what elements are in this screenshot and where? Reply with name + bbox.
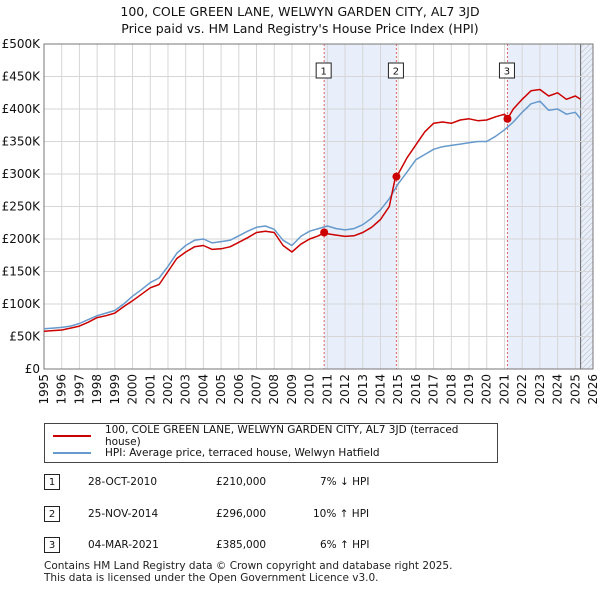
transaction-point	[320, 228, 329, 237]
y-tick-label: £250K	[2, 200, 42, 214]
transaction-number: 1	[44, 474, 60, 490]
x-tick-label: 2006	[232, 374, 246, 405]
transaction-number-label: 3	[504, 67, 510, 78]
x-tick-label: 2012	[338, 374, 352, 405]
x-tick-label: 2017	[427, 374, 441, 405]
legend-swatch-hpi	[53, 452, 91, 454]
x-tick-label: 1996	[55, 374, 69, 405]
x-tick-label: 2007	[250, 374, 264, 405]
y-tick-label: £200K	[2, 232, 42, 246]
transaction-number: 3	[44, 537, 60, 553]
footer-copyright: Contains HM Land Registry data © Crown c…	[44, 560, 453, 572]
transaction-hpi-diff: 6% ↑ HPI	[320, 539, 370, 551]
chart-subtitle: Price paid vs. HM Land Registry's House …	[121, 21, 479, 36]
x-tick-label: 2023	[533, 374, 547, 405]
x-tick-label: 2011	[320, 374, 334, 405]
transaction-price: £210,000	[216, 476, 267, 488]
legend-item-property: 100, COLE GREEN LANE, WELWYN GARDEN CITY…	[53, 424, 497, 448]
transaction-price: £385,000	[216, 539, 267, 551]
x-tick-label: 2021	[497, 374, 511, 405]
x-tick-label: 2014	[373, 374, 387, 405]
transaction-number: 2	[44, 506, 60, 522]
x-tick-label: 2015	[391, 374, 405, 405]
plot-border	[43, 43, 594, 370]
x-tick-label: 2018	[444, 374, 458, 405]
price-chart: £0 £50K £100K £150K £200K £250K £300K £350K £400…	[2, 37, 600, 405]
footer: Contains HM Land Registry data © Crown c…	[44, 560, 452, 584]
transaction-date: 04-MAR-2021	[88, 539, 159, 551]
x-tick-label: 2010	[303, 374, 317, 405]
transaction-date: 28-OCT-2010	[88, 476, 157, 488]
x-tick-label: 2005	[214, 374, 228, 405]
y-tick-label: £300K	[2, 167, 42, 181]
x-tick-label: 1998	[90, 374, 104, 405]
x-tick-label: 2024	[551, 374, 565, 405]
x-tick-label: 2026	[586, 374, 600, 405]
series-line-hpi	[43, 100, 582, 330]
x-tick-label: 2002	[161, 374, 175, 405]
legend-swatch-property	[53, 435, 91, 437]
x-tick-label: 1995	[37, 374, 51, 405]
x-tick-label: 2025	[568, 374, 582, 405]
x-tick-label: 2022	[515, 374, 529, 405]
transaction-number-label: 1	[320, 67, 326, 78]
transaction-number-label: 2	[393, 67, 399, 78]
x-tick-label: 2009	[285, 374, 299, 405]
transaction-hpi-diff: 7% ↓ HPI	[320, 476, 370, 488]
transaction-point	[392, 172, 401, 181]
y-tick-label: £50K	[9, 330, 41, 344]
x-tick-label: 2013	[356, 374, 370, 405]
y-tick-label: £150K	[2, 265, 42, 279]
x-tick-label: 1997	[72, 374, 86, 405]
x-tick-label: 1999	[108, 374, 122, 405]
x-tick-label: 2004	[196, 374, 210, 405]
transaction-date: 25-NOV-2014	[88, 508, 159, 520]
legend-label-hpi: HPI: Average price, terraced house, Welw…	[105, 447, 380, 459]
x-tick-label: 2001	[143, 374, 157, 405]
legend-item-hpi: HPI: Average price, terraced house, Welw…	[53, 445, 380, 461]
x-tick-label: 2008	[267, 374, 281, 405]
transaction-number-box	[315, 62, 332, 79]
x-tick-label: 2019	[462, 374, 476, 405]
y-tick-label: £350K	[2, 135, 42, 149]
y-tick-label: £500K	[2, 37, 42, 51]
footer-licence: This data is licensed under the Open Gov…	[44, 572, 379, 584]
transaction-number-box	[498, 62, 515, 79]
y-tick-label: £100K	[2, 297, 42, 311]
y-tick-label: £450K	[2, 70, 42, 84]
transaction-point	[503, 114, 512, 123]
x-tick-label: 2020	[480, 374, 494, 405]
transaction-hpi-diff: 10% ↑ HPI	[313, 508, 370, 520]
legend: 100, COLE GREEN LANE, WELWYN GARDEN CITY…	[44, 423, 498, 463]
legend-label-property: 100, COLE GREEN LANE, WELWYN GARDEN CITY…	[104, 424, 459, 448]
x-tick-label: 2000	[126, 374, 140, 405]
transaction-price: £296,000	[216, 508, 267, 520]
y-tick-label: £400K	[2, 102, 42, 116]
x-tick-label: 2016	[409, 374, 423, 405]
x-tick-label: 2003	[179, 374, 193, 405]
transaction-number-box	[387, 62, 404, 79]
chart-title: 100, COLE GREEN LANE, WELWYN GARDEN CITY…	[120, 4, 480, 19]
y-tick-label: £0	[25, 362, 40, 376]
